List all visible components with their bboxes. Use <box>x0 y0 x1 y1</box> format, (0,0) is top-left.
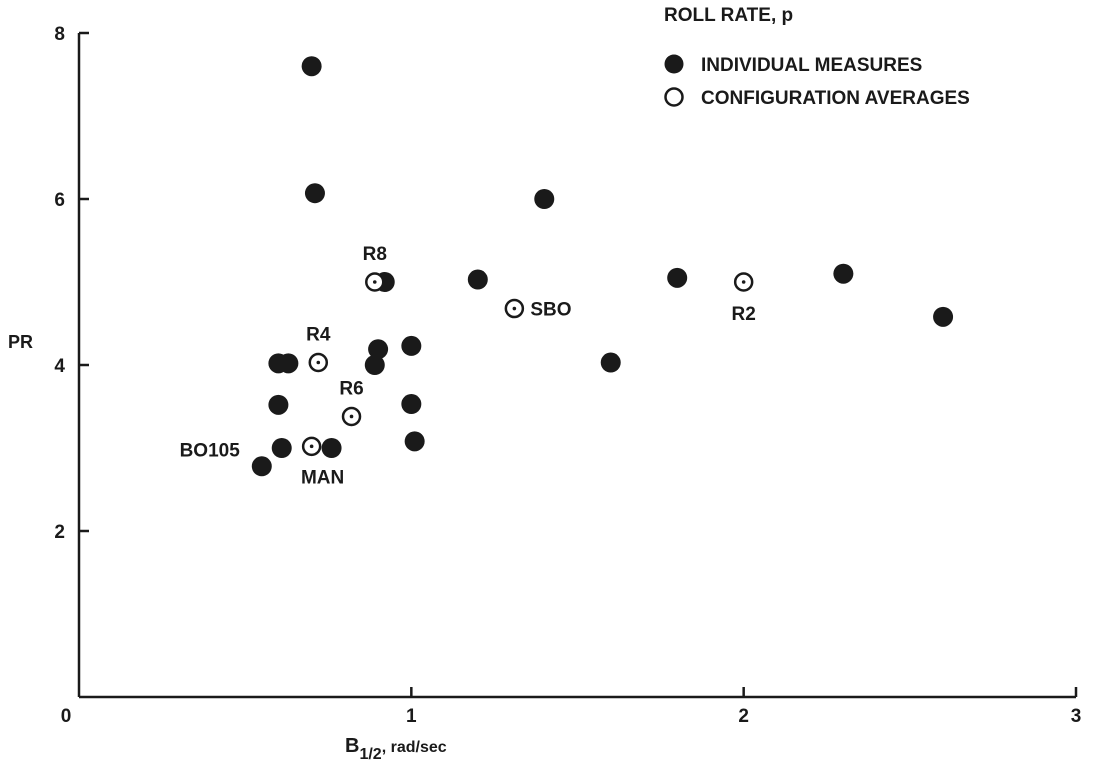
annotation-label: BO105 <box>180 440 241 461</box>
data-point-individual <box>321 438 342 458</box>
legend: ROLL RATE, p INDIVIDUAL MEASURES CONFIGU… <box>664 5 970 109</box>
data-point-individual <box>401 335 422 356</box>
data-point-average-center <box>309 444 314 449</box>
x-tick-label: 0 <box>61 706 72 727</box>
data-points <box>251 56 954 477</box>
data-point-individual <box>933 306 954 327</box>
y-tick-label: 4 <box>54 356 65 377</box>
x-axis-title: B1/2, rad/sec <box>345 735 447 763</box>
data-point-individual <box>304 183 325 204</box>
x-tick-label: 1 <box>406 706 417 727</box>
legend-title: ROLL RATE, p <box>664 5 793 26</box>
data-point-individual <box>534 189 555 209</box>
point-label: MAN <box>301 467 344 488</box>
point-label: R4 <box>306 325 331 346</box>
point-label: R2 <box>732 304 756 325</box>
x-axis-title-sub: 1/2 <box>359 746 381 763</box>
point-label: R6 <box>339 378 363 399</box>
data-point-average-center <box>512 306 517 311</box>
legend-marker-open <box>664 87 684 107</box>
data-point-average-center <box>741 280 746 284</box>
point-label: SBO <box>530 300 571 321</box>
y-tick-label: 6 <box>54 190 65 211</box>
y-axis-title: PR <box>8 332 33 352</box>
x-tick-label: 2 <box>738 706 749 727</box>
data-point-individual <box>368 339 389 360</box>
x-tick-label: 3 <box>1071 706 1082 727</box>
data-point-individual <box>404 431 425 452</box>
point-labels: R8 SBO R2 R4 R6 MAN BO105 <box>180 244 756 488</box>
x-axis-title-rest: , rad/sec <box>382 739 447 756</box>
y-tick-label: 2 <box>54 522 65 543</box>
y-tick-label: 8 <box>54 24 65 45</box>
data-point-average-center <box>349 414 354 419</box>
data-point-individual <box>301 56 322 77</box>
data-point-individual <box>401 394 422 415</box>
data-point-individual <box>268 394 289 415</box>
legend-marker-filled <box>664 54 684 74</box>
ticks: 2 4 6 8 0 1 2 3 <box>54 24 1081 727</box>
data-point-average-center <box>372 280 377 284</box>
point-label: R8 <box>363 244 387 265</box>
data-point-individual <box>600 352 621 373</box>
data-point-individual <box>271 438 292 458</box>
data-point-individual <box>364 355 385 375</box>
data-point-individual <box>667 267 688 288</box>
data-point-individual <box>467 269 488 290</box>
data-point-individual <box>278 353 299 374</box>
x-axis-title-main: B <box>345 735 359 757</box>
axes <box>77 33 1076 699</box>
legend-item-individual: INDIVIDUAL MEASURES <box>701 55 922 76</box>
data-point-individual <box>833 263 854 284</box>
legend-item-averages: CONFIGURATION AVERAGES <box>701 88 970 109</box>
data-point-individual <box>251 456 272 477</box>
data-point-average-center <box>316 360 321 365</box>
